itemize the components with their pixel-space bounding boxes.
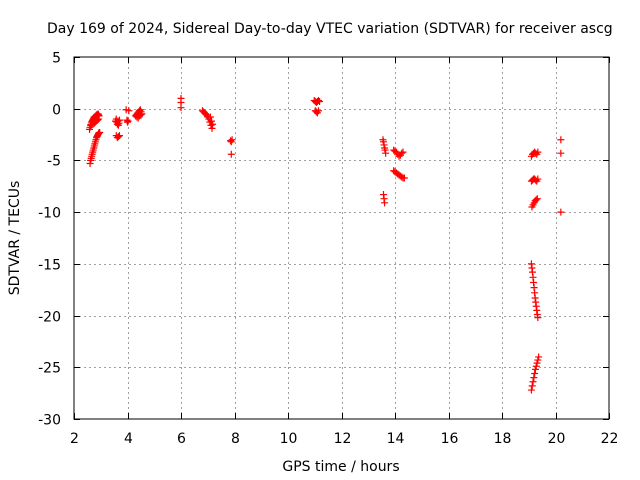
y-tick-label: -15 (38, 258, 61, 274)
series-arc-2.6a (86, 110, 103, 133)
chart-title: Day 169 of 2024, Sidereal Day-to-day VTE… (47, 21, 613, 37)
y-tick-label: -30 (38, 413, 61, 429)
data-point (207, 117, 215, 125)
series-arc-19.2a (527, 148, 542, 160)
data-point (115, 132, 123, 140)
series-arc-14.0 (390, 146, 407, 160)
x-tick-label: 2 (70, 431, 79, 447)
data-point (314, 96, 322, 104)
y-tick-label: -5 (47, 154, 61, 170)
data-point (95, 115, 103, 123)
data-point (557, 149, 565, 157)
grid-lines (74, 57, 609, 419)
data-point (206, 113, 214, 121)
x-tick-label: 12 (334, 431, 352, 447)
series-arc-13.6 (379, 136, 390, 207)
series-arc-19.2b (527, 175, 542, 185)
series-arc-19.2d (527, 260, 542, 322)
data-point (137, 111, 145, 119)
series-arc-4.4 (132, 106, 146, 122)
series-arc-19.2e (527, 353, 543, 394)
data-point (557, 208, 565, 216)
data-point (532, 362, 540, 370)
x-tick-label: 16 (441, 431, 459, 447)
x-tick-label: 14 (387, 431, 405, 447)
series-arc-3.6 (111, 115, 123, 142)
series-arc-11.1 (310, 96, 324, 117)
data-point (209, 120, 217, 128)
x-tick-label: 4 (124, 431, 133, 447)
series-arc-7.9 (226, 136, 236, 158)
y-axis-ticks: 5 0 -5 -10 -15 -20 -25 -30 (38, 51, 609, 429)
data-point (177, 104, 185, 112)
y-axis-label: SDTVAR / TECUs (7, 181, 23, 296)
x-tick-label: 10 (280, 431, 298, 447)
data-point (96, 129, 104, 137)
x-axis-label: GPS time / hours (282, 459, 399, 475)
series-arc-4.0 (122, 106, 133, 126)
data-point (316, 97, 324, 105)
y-tick-label: -10 (38, 206, 61, 222)
x-tick-label: 20 (548, 431, 566, 447)
x-tick-label: 18 (494, 431, 512, 447)
data-point (532, 196, 540, 204)
data-point (535, 353, 543, 361)
data-point (531, 369, 539, 377)
data-point (124, 117, 132, 125)
series-arc-2.6b (86, 129, 104, 168)
data-points (86, 94, 565, 394)
data-point (529, 378, 537, 386)
series-arc-6.9 (198, 107, 217, 132)
x-tick-label: 8 (231, 431, 240, 447)
x-tick-label: 22 (601, 431, 619, 447)
data-point (533, 195, 541, 203)
data-point (531, 365, 539, 373)
data-point (530, 374, 538, 382)
data-point (400, 174, 408, 182)
data-point (534, 148, 542, 156)
x-axis-ticks: 2 4 6 8 10 12 14 16 18 20 22 (70, 57, 618, 447)
data-point (114, 133, 122, 141)
data-point (528, 382, 536, 390)
data-point (527, 386, 535, 394)
data-point (534, 356, 542, 364)
data-point (381, 199, 389, 207)
data-point (557, 136, 565, 144)
data-point (226, 137, 234, 145)
series-arc-20.2 (557, 136, 565, 216)
data-point (228, 136, 236, 144)
data-point (136, 112, 144, 120)
series-arc-14.1 (390, 167, 408, 182)
data-point (534, 314, 542, 322)
data-point (94, 116, 102, 124)
series-arc-6.0 (177, 94, 185, 112)
series-arc-19.2c (528, 195, 541, 211)
data-point (533, 359, 541, 367)
x-tick-label: 6 (177, 431, 186, 447)
y-tick-label: 0 (52, 103, 61, 119)
data-point (399, 148, 407, 156)
data-point (115, 116, 123, 124)
series-arc-2.7c (87, 115, 103, 129)
y-tick-label: 5 (52, 51, 61, 67)
data-point (382, 149, 390, 157)
data-point (314, 107, 322, 115)
plot-frame (73, 56, 610, 420)
data-point (227, 150, 235, 158)
data-point (534, 175, 542, 183)
y-tick-label: -25 (38, 361, 61, 377)
y-tick-label: -20 (38, 310, 61, 326)
data-point (125, 107, 133, 115)
data-point (398, 149, 406, 157)
